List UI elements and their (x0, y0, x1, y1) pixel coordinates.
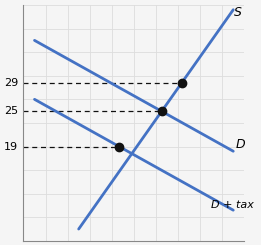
Text: 29: 29 (4, 78, 18, 88)
Text: D: D (235, 138, 245, 151)
Text: 25: 25 (4, 106, 18, 116)
Text: S: S (234, 6, 242, 19)
Text: 19: 19 (4, 142, 18, 151)
Text: D + tax: D + tax (211, 200, 254, 210)
